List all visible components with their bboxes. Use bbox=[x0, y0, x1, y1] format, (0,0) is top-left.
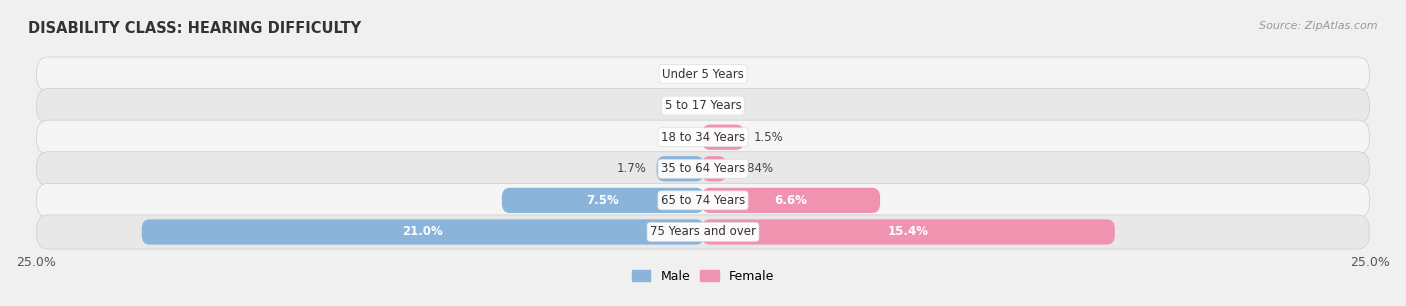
Text: 0.0%: 0.0% bbox=[714, 99, 744, 112]
FancyBboxPatch shape bbox=[502, 188, 704, 213]
Text: 7.5%: 7.5% bbox=[586, 194, 620, 207]
Text: Source: ZipAtlas.com: Source: ZipAtlas.com bbox=[1260, 21, 1378, 32]
FancyBboxPatch shape bbox=[37, 152, 1369, 186]
Text: Under 5 Years: Under 5 Years bbox=[662, 68, 744, 80]
FancyBboxPatch shape bbox=[702, 125, 744, 150]
Text: 21.0%: 21.0% bbox=[402, 226, 443, 238]
FancyBboxPatch shape bbox=[37, 215, 1369, 249]
Text: 5 to 17 Years: 5 to 17 Years bbox=[665, 99, 741, 112]
Legend: Male, Female: Male, Female bbox=[627, 265, 779, 288]
Text: 0.0%: 0.0% bbox=[662, 131, 692, 144]
Text: DISABILITY CLASS: HEARING DIFFICULTY: DISABILITY CLASS: HEARING DIFFICULTY bbox=[28, 21, 361, 36]
FancyBboxPatch shape bbox=[37, 120, 1369, 154]
FancyBboxPatch shape bbox=[702, 219, 1115, 244]
FancyBboxPatch shape bbox=[702, 188, 880, 213]
FancyBboxPatch shape bbox=[37, 88, 1369, 123]
Text: 65 to 74 Years: 65 to 74 Years bbox=[661, 194, 745, 207]
FancyBboxPatch shape bbox=[702, 156, 727, 181]
FancyBboxPatch shape bbox=[657, 156, 704, 181]
Text: 0.84%: 0.84% bbox=[737, 162, 773, 175]
Text: 75 Years and over: 75 Years and over bbox=[650, 226, 756, 238]
Text: 6.6%: 6.6% bbox=[775, 194, 807, 207]
FancyBboxPatch shape bbox=[142, 219, 704, 244]
FancyBboxPatch shape bbox=[37, 57, 1369, 91]
FancyBboxPatch shape bbox=[37, 183, 1369, 218]
Text: 1.7%: 1.7% bbox=[617, 162, 647, 175]
Text: 35 to 64 Years: 35 to 64 Years bbox=[661, 162, 745, 175]
Text: 0.0%: 0.0% bbox=[662, 68, 692, 80]
Text: 15.4%: 15.4% bbox=[889, 226, 929, 238]
Text: 1.5%: 1.5% bbox=[754, 131, 783, 144]
Text: 0.0%: 0.0% bbox=[714, 68, 744, 80]
Text: 0.0%: 0.0% bbox=[662, 99, 692, 112]
Text: 18 to 34 Years: 18 to 34 Years bbox=[661, 131, 745, 144]
